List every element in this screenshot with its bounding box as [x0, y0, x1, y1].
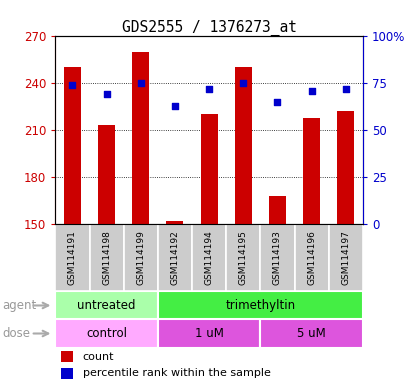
Bar: [61, 367, 73, 379]
Bar: [200, 114, 217, 224]
Title: GDS2555 / 1376273_at: GDS2555 / 1376273_at: [121, 20, 296, 36]
Text: trimethyltin: trimethyltin: [225, 299, 295, 312]
Bar: [157, 291, 362, 319]
Bar: [191, 224, 226, 291]
Bar: [157, 319, 260, 348]
Text: dose: dose: [2, 327, 30, 340]
Text: GSM114196: GSM114196: [306, 230, 315, 285]
Text: GSM114191: GSM114191: [68, 230, 77, 285]
Bar: [302, 118, 319, 224]
Text: GSM114198: GSM114198: [102, 230, 111, 285]
Point: [69, 82, 76, 88]
Text: GSM114194: GSM114194: [204, 230, 213, 285]
Bar: [124, 224, 157, 291]
Bar: [268, 196, 285, 224]
Text: GSM114199: GSM114199: [136, 230, 145, 285]
Bar: [166, 221, 183, 224]
Bar: [61, 351, 73, 362]
Bar: [55, 224, 89, 291]
Point: [205, 86, 212, 92]
Text: 1 uM: 1 uM: [194, 327, 223, 340]
Bar: [336, 111, 353, 224]
Bar: [64, 68, 81, 224]
Bar: [328, 224, 362, 291]
Text: GSM114195: GSM114195: [238, 230, 247, 285]
Bar: [89, 224, 124, 291]
Bar: [234, 68, 251, 224]
Text: agent: agent: [2, 299, 36, 312]
Bar: [260, 224, 294, 291]
Point: [239, 80, 246, 86]
Point: [308, 88, 314, 94]
Bar: [157, 224, 191, 291]
Text: GSM114193: GSM114193: [272, 230, 281, 285]
Text: control: control: [86, 327, 127, 340]
Text: 5 uM: 5 uM: [297, 327, 325, 340]
Bar: [226, 224, 260, 291]
Point: [137, 80, 144, 86]
Text: GSM114192: GSM114192: [170, 230, 179, 285]
Bar: [98, 126, 115, 224]
Bar: [55, 319, 157, 348]
Point: [342, 86, 348, 92]
Text: percentile rank within the sample: percentile rank within the sample: [82, 368, 270, 378]
Point: [103, 91, 110, 98]
Text: GSM114197: GSM114197: [340, 230, 349, 285]
Bar: [294, 224, 328, 291]
Bar: [132, 52, 149, 224]
Text: count: count: [82, 351, 114, 361]
Text: untreated: untreated: [77, 299, 135, 312]
Point: [274, 99, 280, 105]
Bar: [55, 291, 157, 319]
Point: [171, 103, 178, 109]
Bar: [260, 319, 362, 348]
